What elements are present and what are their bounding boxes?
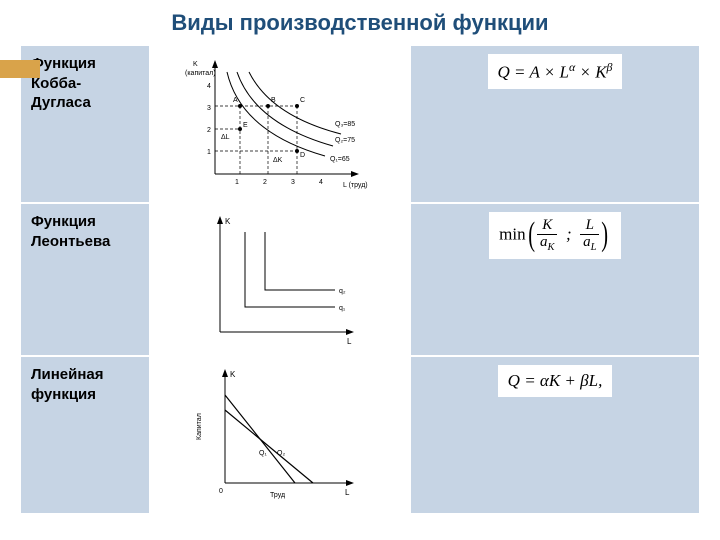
svg-text:q₂: q₂ (339, 288, 346, 295)
svg-text:ΔL: ΔL (221, 134, 230, 141)
fn-formula-leontief: min(KaK ; LaL) (410, 203, 700, 356)
svg-text:2: 2 (207, 127, 211, 134)
svg-text:Q₃=85: Q₃=85 (335, 121, 355, 128)
svg-text:3: 3 (207, 105, 211, 112)
linear-formula-box: Q = αK + βL, (498, 365, 613, 397)
svg-text:ΔK: ΔK (273, 157, 283, 164)
fn-name-line: функция (31, 386, 96, 403)
svg-text:A: A (233, 97, 238, 104)
svg-text:L: L (345, 488, 350, 497)
svg-text:L (труд): L (труд) (343, 182, 368, 189)
table-row: Функция Леонтьева K L q₁ q₂ min(KaK ; (20, 203, 700, 356)
svg-text:C: C (300, 97, 305, 104)
fn-name-line: Дугласа (31, 94, 91, 111)
fn-name-line: Линейная (31, 366, 104, 383)
table-row: Линейная функция K L 0 Капитал Труд Q₁ Q… (20, 356, 700, 514)
svg-text:E: E (243, 122, 248, 129)
svg-text:0: 0 (219, 488, 223, 495)
leontief-formula-box: min(KaK ; LaL) (489, 212, 621, 259)
fn-name-line: Функция (31, 55, 96, 72)
svg-text:K: K (225, 217, 231, 226)
svg-text:Капитал: Капитал (196, 413, 203, 440)
fn-name-line: Функция (31, 213, 96, 230)
fn-graph-leontief: K L q₁ q₂ (150, 203, 410, 356)
fn-name-leontief: Функция Леонтьева (20, 203, 150, 356)
page-title: Виды производственной функции (0, 0, 720, 44)
svg-text:Q₁: Q₁ (259, 450, 267, 457)
fn-graph-cobb: K (капитал) L (труд) 1 2 3 4 1 2 3 4 (150, 45, 410, 203)
cobb-formula-box: Q = A × Lα × Kβ (488, 54, 623, 89)
accent-bar (0, 60, 40, 78)
svg-text:Q₂: Q₂ (277, 450, 285, 457)
svg-text:Q₂=75: Q₂=75 (335, 137, 355, 144)
fn-name-line: Леонтьева (31, 233, 110, 250)
table-row: Функция Кобба- Дугласа K (капитал) L (тр… (20, 45, 700, 203)
fn-formula-cobb: Q = A × Lα × Kβ (410, 45, 700, 203)
svg-text:2: 2 (263, 179, 267, 186)
svg-text:D: D (300, 152, 305, 159)
svg-text:(капитал): (капитал) (185, 70, 216, 77)
svg-text:B: B (271, 97, 276, 104)
svg-text:K: K (230, 370, 236, 379)
linear-svg: K L 0 Капитал Труд Q₁ Q₂ (195, 365, 365, 505)
svg-text:Труд: Труд (270, 492, 285, 499)
leontief-svg: K L q₁ q₂ (195, 212, 365, 347)
functions-table: Функция Кобба- Дугласа K (капитал) L (тр… (19, 44, 701, 515)
svg-text:1: 1 (235, 179, 239, 186)
fn-name-linear: Линейная функция (20, 356, 150, 514)
svg-text:K: K (193, 61, 198, 68)
svg-text:4: 4 (319, 179, 323, 186)
svg-text:3: 3 (291, 179, 295, 186)
cobb-svg: K (капитал) L (труд) 1 2 3 4 1 2 3 4 (185, 54, 375, 194)
svg-text:L: L (347, 337, 352, 346)
svg-text:4: 4 (207, 83, 211, 90)
svg-text:q₁: q₁ (339, 305, 346, 312)
fn-formula-linear: Q = αK + βL, (410, 356, 700, 514)
svg-text:1: 1 (207, 149, 211, 156)
svg-text:Q₁=65: Q₁=65 (330, 156, 350, 163)
fn-graph-linear: K L 0 Капитал Труд Q₁ Q₂ (150, 356, 410, 514)
